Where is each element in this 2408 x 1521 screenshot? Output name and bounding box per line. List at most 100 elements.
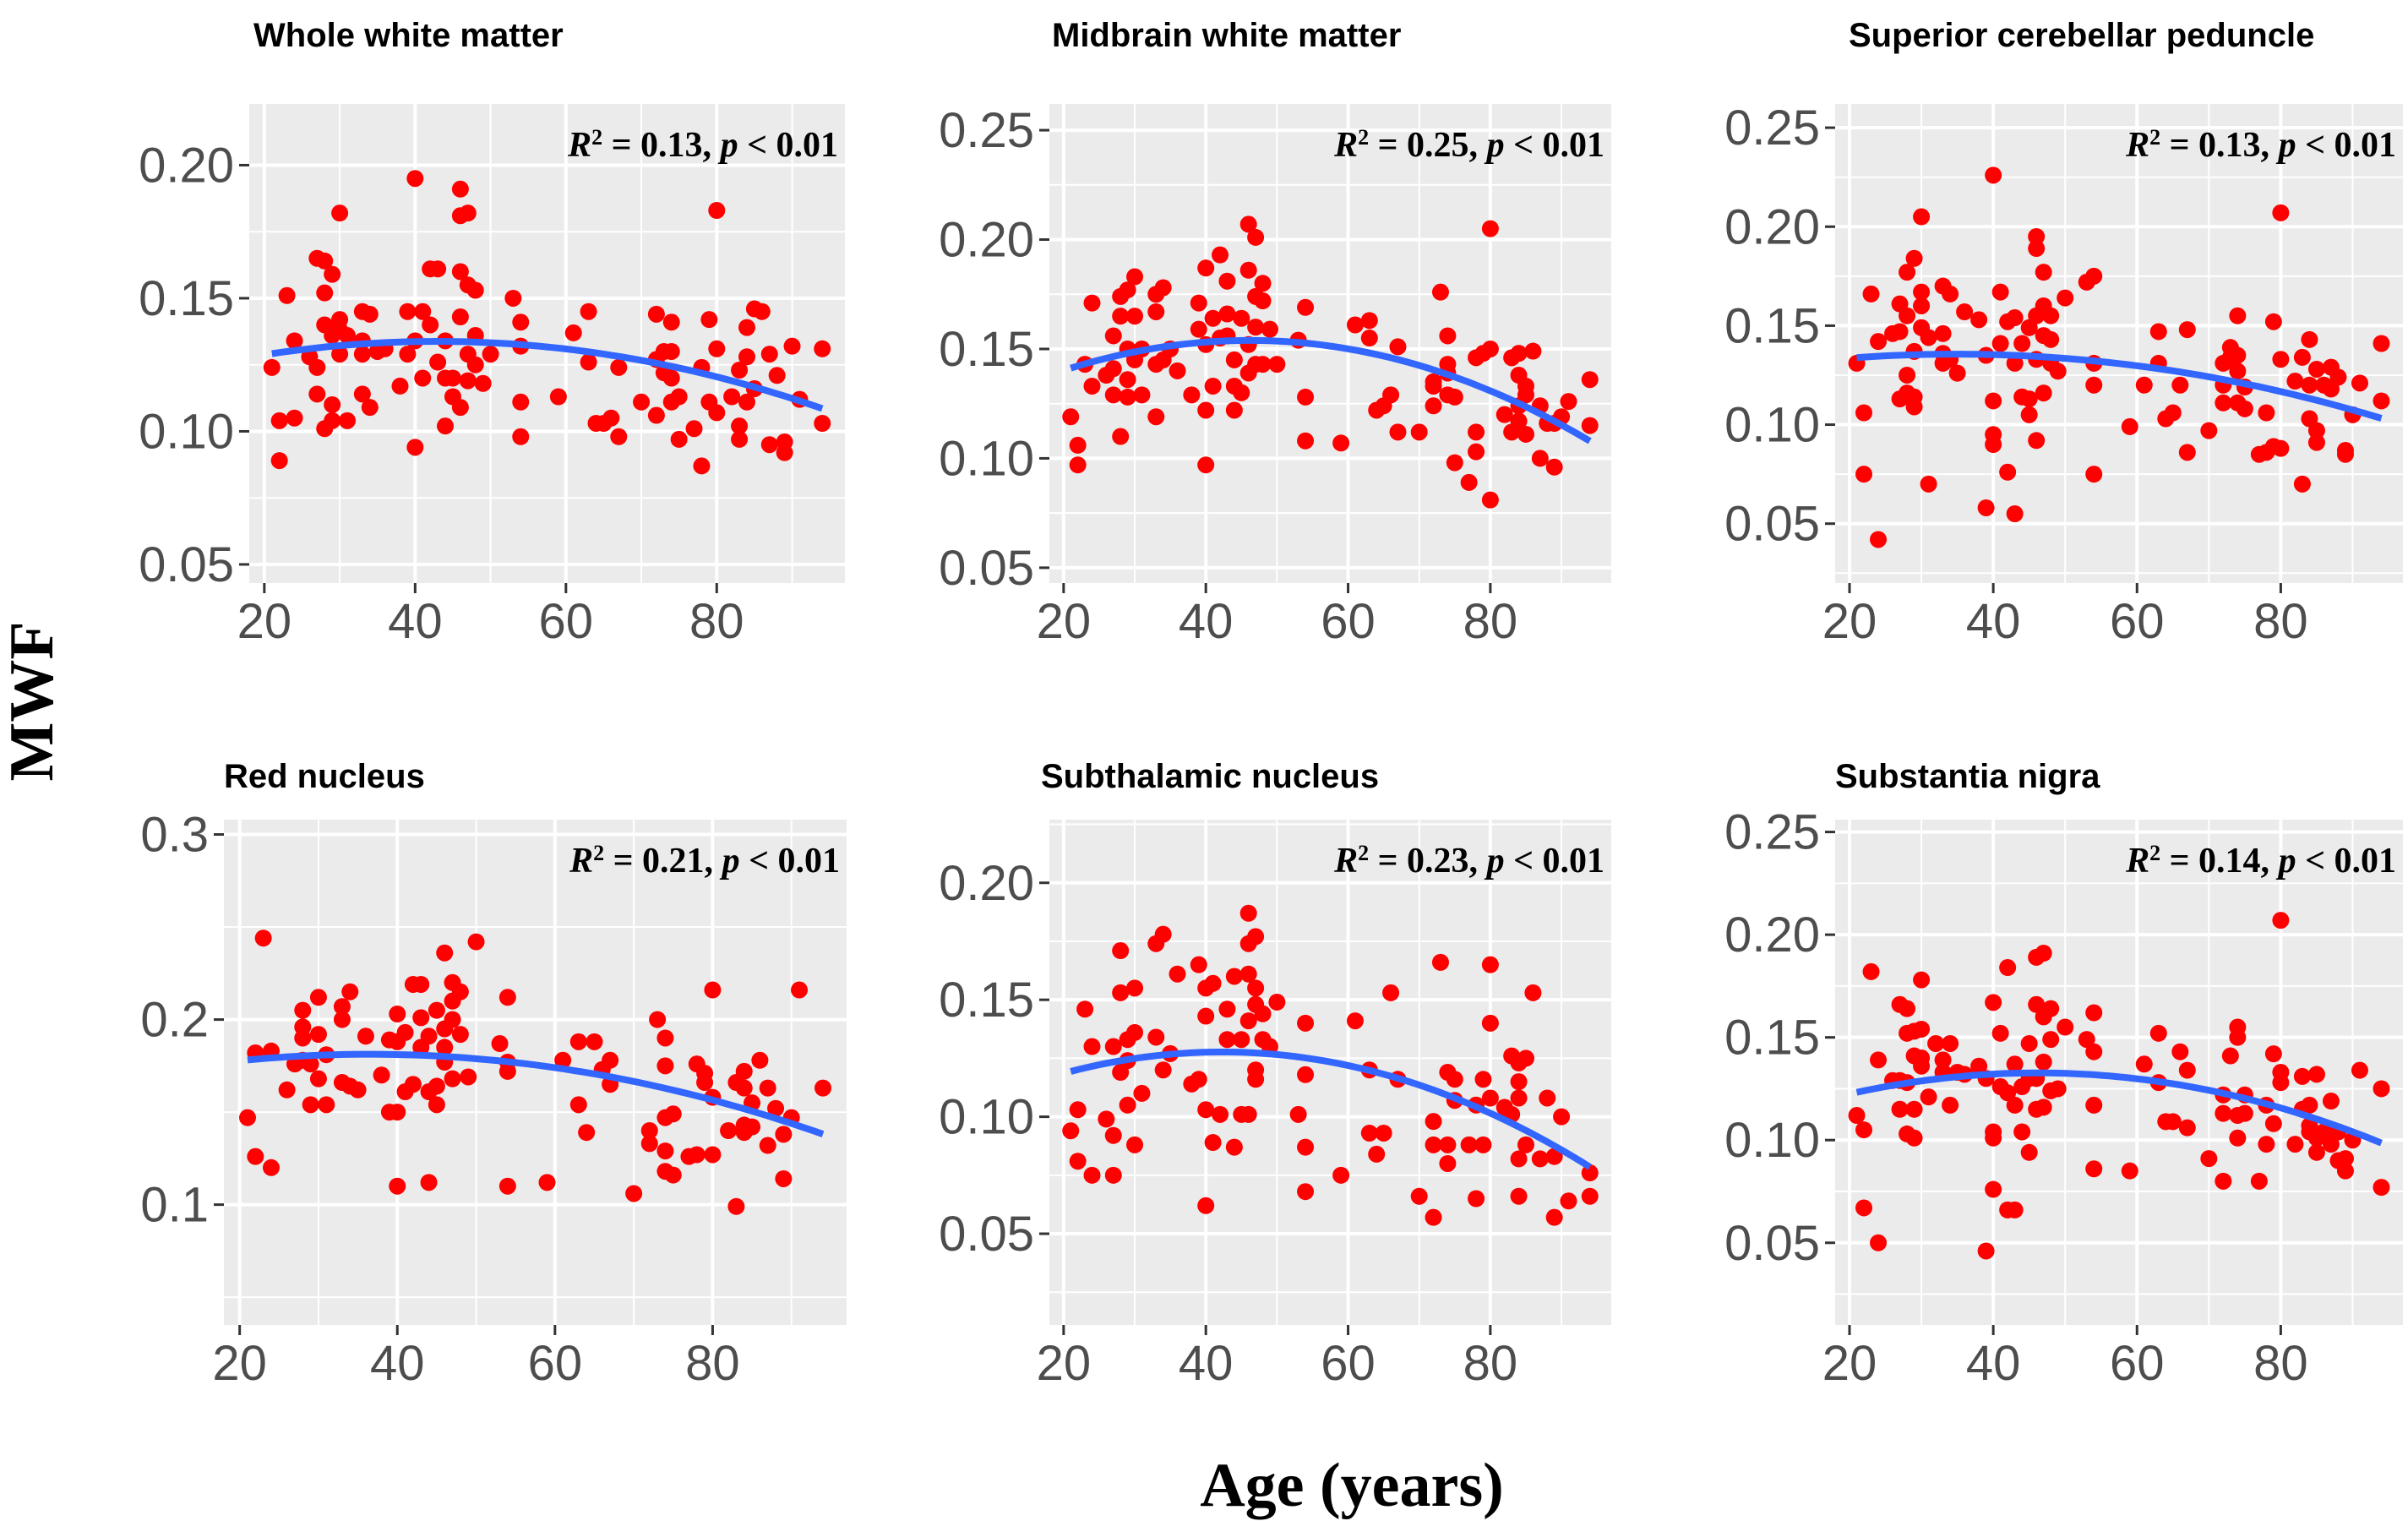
- data-point: [2272, 204, 2290, 221]
- x-tick-label: 20: [1822, 594, 1877, 649]
- data-point: [324, 412, 341, 429]
- x-tick-label: 40: [1966, 1336, 2021, 1391]
- data-point: [420, 1028, 438, 1045]
- data-point: [1254, 356, 1272, 373]
- data-point: [1247, 319, 1265, 336]
- data-point: [1268, 356, 1286, 373]
- plot-background: [1049, 820, 1611, 1325]
- data-point: [2215, 1104, 2232, 1122]
- data-point: [1104, 360, 1122, 378]
- x-tick-label: 40: [388, 594, 443, 649]
- data-point: [1147, 1028, 1165, 1046]
- data-point: [1495, 406, 1513, 423]
- data-point: [353, 346, 371, 363]
- data-point: [625, 1185, 643, 1202]
- data-point: [1069, 1153, 1087, 1170]
- data-point: [1425, 1208, 1442, 1226]
- y-tick-label: 0.10: [939, 1090, 1034, 1145]
- data-point: [451, 983, 469, 1000]
- data-point: [656, 1029, 674, 1047]
- data-point: [2006, 504, 2024, 522]
- data-point: [1360, 1124, 1378, 1142]
- data-point: [554, 1051, 572, 1069]
- data-point: [316, 284, 334, 302]
- data-point: [1360, 330, 1378, 347]
- panel-5: Subthalamic nucleus 20 40 60 80 0.05 0.10 0.15 0…: [939, 758, 1611, 1391]
- data-point: [1920, 475, 1937, 493]
- figure-y-axis-label: MWF: [0, 621, 67, 781]
- data-point: [1899, 264, 1916, 281]
- data-point: [2085, 466, 2103, 483]
- data-point: [1913, 283, 1931, 301]
- data-point: [1360, 312, 1378, 330]
- data-point: [1119, 1096, 1136, 1114]
- x-tick-label: 20: [1822, 1336, 1877, 1391]
- annotation-p-label: p: [1485, 842, 1505, 880]
- data-point: [1934, 324, 1952, 342]
- data-point: [1126, 1136, 1144, 1153]
- data-point: [420, 1174, 438, 1191]
- data-point: [2028, 240, 2046, 258]
- data-point: [2229, 363, 2247, 380]
- data-point: [2322, 1093, 2340, 1110]
- data-point: [1389, 423, 1407, 441]
- data-point: [389, 1177, 406, 1195]
- x-tick-label: 20: [237, 594, 292, 649]
- data-point: [1531, 1150, 1549, 1168]
- data-point: [602, 1051, 619, 1069]
- data-point: [294, 1029, 312, 1047]
- data-point: [412, 975, 430, 993]
- data-point: [640, 1122, 658, 1139]
- data-point: [538, 1174, 556, 1191]
- y-tick-label: 0.05: [1724, 1216, 1820, 1271]
- x-tick-label: 20: [212, 1336, 267, 1391]
- data-point: [412, 1009, 430, 1027]
- data-point: [602, 409, 620, 427]
- data-point: [1410, 1187, 1428, 1205]
- data-point: [1439, 327, 1457, 345]
- data-point: [1190, 320, 1207, 338]
- data-point: [1985, 392, 2002, 410]
- data-point: [2013, 335, 2031, 352]
- data-point: [2215, 394, 2232, 412]
- data-point: [783, 337, 801, 355]
- data-point: [1069, 456, 1087, 474]
- panel-title: Superior cerebellar peduncle: [1849, 17, 2314, 54]
- figure-x-axis-label: Age (years): [1200, 1451, 1504, 1520]
- data-point: [294, 1001, 312, 1019]
- data-point: [444, 1070, 461, 1088]
- data-point: [1112, 984, 1130, 1001]
- data-point: [1225, 968, 1243, 985]
- data-point: [278, 1081, 296, 1098]
- data-point: [2215, 1172, 2232, 1190]
- data-point: [1247, 1071, 1265, 1088]
- data-point: [1375, 1124, 1392, 1142]
- data-point: [1147, 303, 1165, 320]
- data-point: [2164, 1113, 2182, 1131]
- stats-annotation: R2 = 0.13, p < 0.01: [567, 125, 838, 166]
- y-tick-label: 0.20: [1724, 199, 1820, 254]
- data-point: [1197, 259, 1215, 277]
- data-point: [1474, 1071, 1492, 1088]
- data-point: [731, 417, 749, 435]
- data-point: [768, 367, 786, 384]
- data-point: [1126, 268, 1144, 286]
- data-point: [723, 388, 741, 406]
- data-point: [2286, 373, 2304, 390]
- y-tick-label: 0.25: [1724, 101, 1820, 155]
- data-point: [1104, 1166, 1122, 1184]
- data-point: [1999, 959, 2017, 977]
- x-tick-label: 80: [685, 1336, 740, 1391]
- y-tick-label: 0.20: [1724, 908, 1820, 962]
- data-point: [704, 1146, 722, 1164]
- data-point: [1425, 397, 1442, 415]
- data-point: [278, 286, 296, 304]
- data-point: [1510, 1089, 1528, 1107]
- data-point: [1581, 371, 1599, 389]
- x-tick-label: 60: [539, 594, 594, 649]
- data-point: [406, 439, 424, 456]
- x-tick-label: 20: [1037, 594, 1092, 649]
- data-point: [309, 1070, 327, 1088]
- data-point: [2085, 1096, 2103, 1114]
- data-point: [422, 316, 439, 334]
